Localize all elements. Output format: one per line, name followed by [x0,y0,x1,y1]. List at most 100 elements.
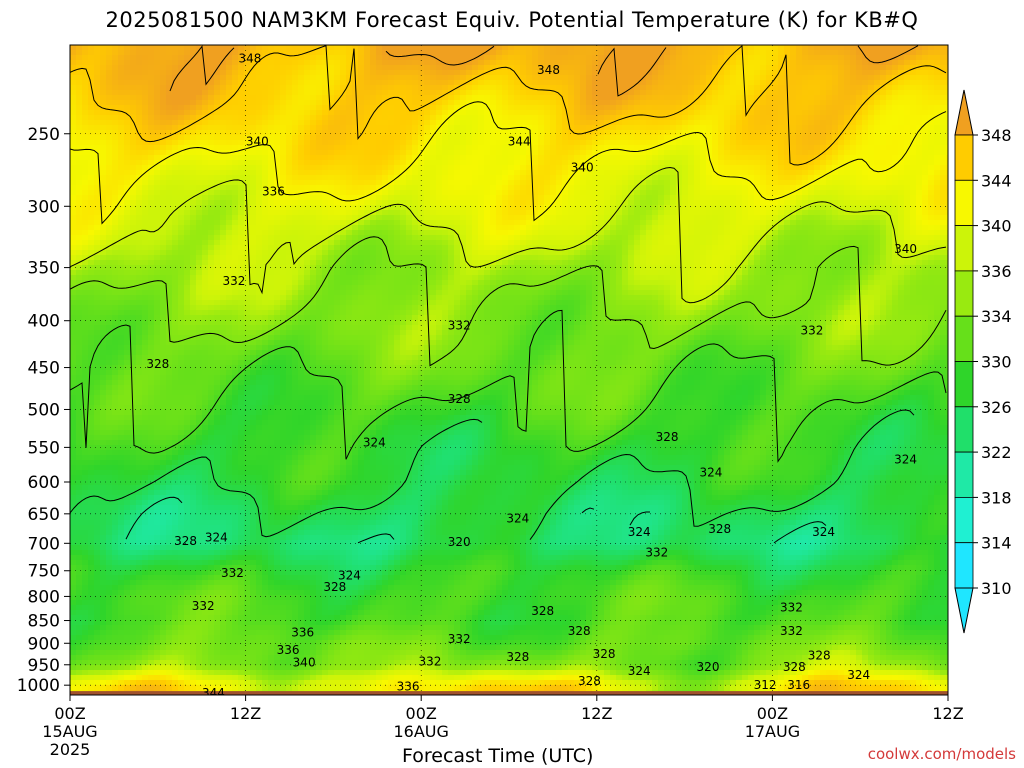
field-cell [856,65,863,71]
field-cell [826,60,833,66]
field-cell [88,110,95,116]
field-cell [214,120,221,126]
field-cell [208,130,215,136]
field-cell [934,155,941,161]
field-cell [160,55,167,61]
field-cell [352,190,359,196]
field-cell [832,165,839,171]
field-cell [790,105,797,111]
field-cell [826,130,833,136]
field-cell [604,180,611,186]
field-cell [442,160,449,166]
field-cell [130,115,137,121]
field-cell [532,145,539,151]
field-cell [100,190,107,196]
field-cell [412,165,419,171]
field-cell [610,120,617,126]
field-cell [808,195,815,201]
field-cell [436,120,443,126]
field-cell [184,85,191,91]
field-cell [844,80,851,86]
field-cell [874,115,881,121]
field-cell [112,90,119,96]
field-cell [436,55,443,61]
field-cell [880,90,887,96]
field-cell [694,165,701,171]
field-cell [874,50,881,56]
field-cell [634,190,641,196]
field-cell [250,145,257,151]
field-cell [946,180,948,186]
field-cell [430,105,437,111]
field-cell [586,80,593,86]
field-cell [202,145,209,151]
field-cell [286,50,293,56]
field-cell [394,180,401,186]
field-cell [532,55,539,61]
field-cell [526,95,533,101]
field-cell [286,60,293,66]
field-cell [766,110,773,116]
field-cell [796,110,803,116]
field-cell [394,65,401,71]
field-cell [202,130,209,136]
field-cell [646,115,653,121]
field-cell [808,80,815,86]
field-cell [418,60,425,66]
field-cell [418,70,425,76]
field-cell [532,85,539,91]
field-cell [910,60,917,66]
field-cell [178,60,185,66]
field-cell [520,110,527,116]
field-cell [118,125,125,131]
field-cell [490,160,497,166]
field-cell [394,70,401,76]
field-cell [304,70,311,76]
field-cell [766,135,773,141]
field-cell [808,165,815,171]
field-cell [868,205,875,211]
field-cell [82,175,89,181]
field-cell [790,75,797,81]
field-cell [130,205,137,211]
field-cell [478,125,485,131]
field-cell [250,165,257,171]
field-cell [490,70,497,76]
field-cell [472,80,479,86]
field-cell [826,185,833,191]
field-cell [556,200,563,206]
field-cell [430,55,437,61]
field-cell [532,120,539,126]
field-cell [364,160,371,166]
field-cell [736,210,743,216]
field-cell [694,115,701,121]
field-cell [424,150,431,156]
field-cell [436,195,443,201]
field-cell [916,105,923,111]
field-cell [82,120,89,126]
field-cell [760,125,767,131]
field-cell [514,175,521,181]
field-cell [598,50,605,56]
field-cell [514,165,521,171]
field-cell [772,130,779,136]
field-cell [754,110,761,116]
field-cell [538,160,545,166]
field-cell [334,155,341,161]
field-cell [934,70,941,76]
field-cell [496,160,503,166]
field-cell [388,115,395,121]
field-cell [790,135,797,141]
field-cell [838,140,845,146]
field-cell [646,140,653,146]
field-cell [640,195,647,201]
field-cell [214,175,221,181]
field-cell [766,90,773,96]
field-cell [238,85,245,91]
field-cell [220,160,227,166]
field-cell [304,105,311,111]
field-cell [400,50,407,56]
field-cell [592,205,599,211]
field-cell [376,140,383,146]
field-cell [574,65,581,71]
